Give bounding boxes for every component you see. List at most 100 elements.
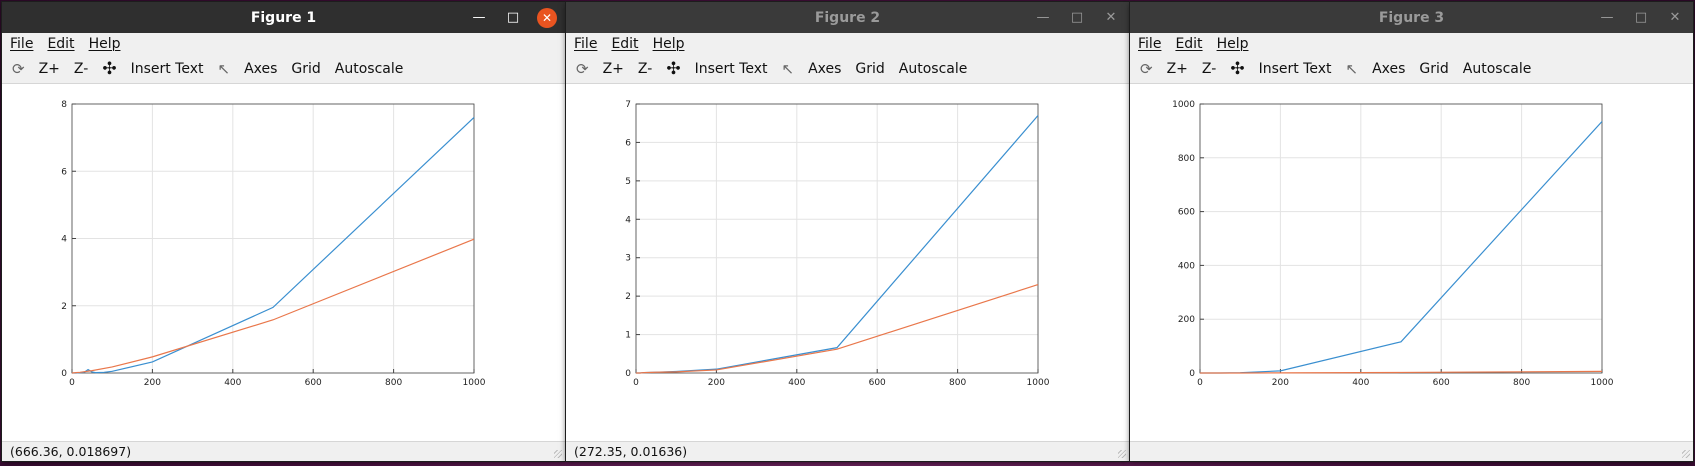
x-tick-label: 800 <box>385 378 402 388</box>
y-tick-label: 1 <box>625 331 631 341</box>
x-tick-label: 800 <box>949 378 966 388</box>
x-tick-label: 0 <box>1197 378 1203 388</box>
grid-button[interactable]: Grid <box>855 61 885 77</box>
insert-text-button[interactable]: Insert Text <box>1258 61 1332 77</box>
menu-help[interactable]: Help <box>1216 36 1249 52</box>
cursor-coordinates: (272.35, 0.01636) <box>574 444 688 459</box>
y-tick-label: 7 <box>625 100 631 110</box>
axes-button[interactable]: Axes <box>808 61 842 77</box>
y-tick-label: 400 <box>1178 261 1195 271</box>
menu-bar: File Edit Help <box>566 33 1129 55</box>
y-tick-label: 8 <box>61 100 67 110</box>
menu-help[interactable]: Help <box>88 36 121 52</box>
close-icon[interactable]: ✕ <box>537 7 557 28</box>
x-tick-label: 400 <box>224 378 241 388</box>
x-tick-label: 200 <box>708 378 725 388</box>
status-bar: (666.36, 0.018697) <box>2 441 565 461</box>
x-tick-label: 600 <box>869 378 886 388</box>
menu-bar: File Edit Help <box>1130 33 1693 55</box>
rotate-icon[interactable]: ⟳ <box>12 60 25 78</box>
x-tick-label: 0 <box>633 378 639 388</box>
zoom-out-button[interactable]: Z- <box>637 61 653 77</box>
line-chart: 0 200 400 600 800 1000 0 1 2 3 4 5 6 7 <box>625 100 1050 388</box>
y-tick-label: 4 <box>625 215 631 225</box>
insert-text-button[interactable]: Insert Text <box>130 61 204 77</box>
title-bar[interactable]: Figure 3 — □ ✕ <box>1130 2 1693 33</box>
close-icon[interactable]: ✕ <box>1105 10 1117 25</box>
pan-icon[interactable]: ✣ <box>666 59 681 79</box>
cursor-icon[interactable]: ↖ <box>217 60 231 78</box>
x-tick-label: 1000 <box>1027 378 1050 388</box>
zoom-out-button[interactable]: Z- <box>1201 61 1217 77</box>
zoom-in-button[interactable]: Z+ <box>1166 61 1188 77</box>
series-line-1 <box>1200 121 1603 374</box>
axes-button[interactable]: Axes <box>1372 61 1406 77</box>
autoscale-button[interactable]: Autoscale <box>1462 61 1532 77</box>
y-tick-label: 0 <box>625 369 631 379</box>
window-title: Figure 3 <box>1378 9 1445 26</box>
x-tick-label: 400 <box>1352 378 1369 388</box>
status-bar <box>1130 441 1693 461</box>
zoom-in-button[interactable]: Z+ <box>38 61 60 77</box>
y-tick-label: 2 <box>61 302 67 312</box>
cursor-icon[interactable]: ↖ <box>781 60 795 78</box>
menu-edit[interactable]: Edit <box>611 36 639 52</box>
autoscale-button[interactable]: Autoscale <box>898 61 968 77</box>
window-title: Figure 2 <box>814 9 881 26</box>
menu-help[interactable]: Help <box>652 36 685 52</box>
grid-button[interactable]: Grid <box>1419 61 1449 77</box>
y-tick-label: 4 <box>61 235 67 245</box>
maximize-icon[interactable]: □ <box>1070 10 1084 25</box>
toolbar: ⟳ Z+ Z- ✣ Insert Text ↖ Axes Grid Autosc… <box>2 55 565 84</box>
plot-canvas[interactable]: 0 200 400 600 800 1000 0 2 4 6 8 <box>4 84 563 442</box>
figure-window-3[interactable]: Figure 3 — □ ✕ File Edit Help ⟳ Z+ Z- ✣ … <box>1130 2 1693 461</box>
y-tick-label: 1000 <box>1172 100 1195 110</box>
title-bar[interactable]: Figure 1 — □ ✕ <box>2 2 565 33</box>
maximize-icon[interactable]: □ <box>506 10 520 25</box>
line-chart: 0 200 400 600 800 1000 0 2 4 6 8 <box>61 100 485 388</box>
pan-icon[interactable]: ✣ <box>102 59 117 79</box>
menu-file[interactable]: File <box>1138 36 1162 52</box>
minimize-icon[interactable]: — <box>472 10 486 25</box>
menu-edit[interactable]: Edit <box>1175 36 1203 52</box>
x-tick-label: 600 <box>1433 378 1450 388</box>
minimize-icon[interactable]: — <box>1036 10 1050 25</box>
plot-canvas[interactable]: 0 200 400 600 800 1000 0 1 2 3 4 5 6 7 <box>568 84 1127 442</box>
zoom-out-button[interactable]: Z- <box>73 61 89 77</box>
axes-box <box>635 103 1039 374</box>
menu-edit[interactable]: Edit <box>47 36 75 52</box>
rotate-icon[interactable]: ⟳ <box>1140 60 1153 78</box>
cursor-icon[interactable]: ↖ <box>1345 60 1359 78</box>
insert-text-button[interactable]: Insert Text <box>694 61 768 77</box>
x-tick-label: 200 <box>144 378 161 388</box>
x-tick-label: 600 <box>305 378 322 388</box>
series-line-2 <box>636 284 1039 374</box>
pan-icon[interactable]: ✣ <box>1230 59 1245 79</box>
y-tick-label: 800 <box>1178 154 1195 164</box>
figure-window-1[interactable]: Figure 1 — □ ✕ File Edit Help ⟳ Z+ Z- ✣ … <box>2 2 565 461</box>
zoom-in-button[interactable]: Z+ <box>602 61 624 77</box>
series-line-2 <box>1200 370 1603 374</box>
rotate-icon[interactable]: ⟳ <box>576 60 589 78</box>
y-tick-label: 600 <box>1178 208 1195 218</box>
maximize-icon[interactable]: □ <box>1634 10 1648 25</box>
toolbar: ⟳ Z+ Z- ✣ Insert Text ↖ Axes Grid Autosc… <box>1130 55 1693 84</box>
series-line-2 <box>71 238 475 374</box>
y-tick-label: 200 <box>1178 315 1195 325</box>
resize-grip[interactable] <box>1118 450 1126 458</box>
close-icon[interactable]: ✕ <box>1669 10 1681 25</box>
figure-window-2[interactable]: Figure 2 — □ ✕ File Edit Help ⟳ Z+ Z- ✣ … <box>566 2 1129 461</box>
menu-file[interactable]: File <box>574 36 598 52</box>
resize-grip[interactable] <box>1682 450 1690 458</box>
plot-canvas[interactable]: 0 200 400 600 800 1000 0 200 400 600 800 1000 <box>1132 84 1691 442</box>
axes-box <box>1199 103 1603 374</box>
title-bar[interactable]: Figure 2 — □ ✕ <box>566 2 1129 33</box>
y-tick-label: 6 <box>625 138 631 148</box>
minimize-icon[interactable]: — <box>1600 10 1614 25</box>
grid-button[interactable]: Grid <box>291 61 321 77</box>
autoscale-button[interactable]: Autoscale <box>334 61 404 77</box>
axes-button[interactable]: Axes <box>244 61 278 77</box>
menu-file[interactable]: File <box>10 36 34 52</box>
resize-grip[interactable] <box>554 450 562 458</box>
line-chart: 0 200 400 600 800 1000 0 200 400 600 800 1000 <box>1172 100 1614 388</box>
